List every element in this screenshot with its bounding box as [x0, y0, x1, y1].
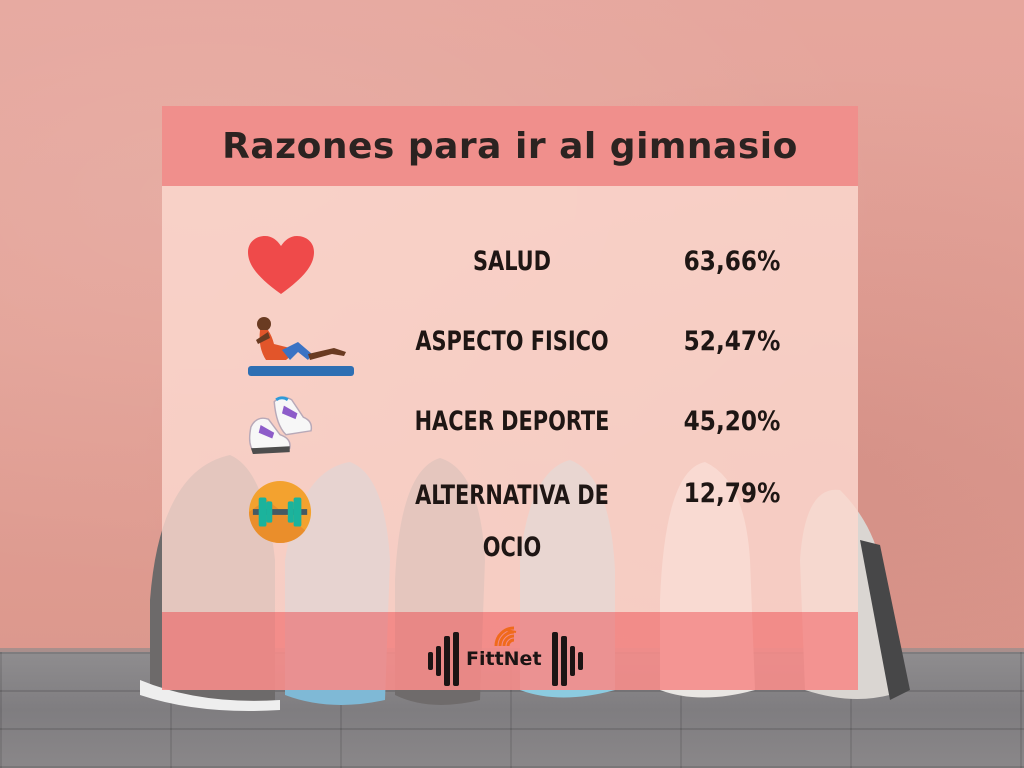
reason-label: ALTERNATIVA DE OCIO: [415, 480, 609, 563]
sneakers-icon: [248, 396, 313, 455]
card-footer: FittNet: [162, 612, 858, 690]
reason-value: 52,47%: [683, 326, 781, 357]
heart-icon: [248, 236, 314, 294]
card-header: Razones para ir al gimnasio: [162, 106, 858, 186]
list-item: SALUD 63,66%: [162, 234, 858, 304]
reasons-list: SALUD 63,66% ASPECTO FISICO 52,47%: [162, 186, 858, 612]
sit-up-person-icon: [248, 317, 354, 376]
page-title: Razones para ir al gimnasio: [222, 125, 798, 167]
dumbbell-icon: [249, 480, 312, 544]
list-item: ALTERNATIVA DE OCIO 12,79%: [162, 476, 858, 586]
reason-label: ASPECTO FISICO: [415, 326, 609, 357]
reason-label: SALUD: [472, 246, 551, 277]
wifi-dumbbell-logo: [428, 626, 583, 686]
reason-value: 45,20%: [683, 406, 781, 437]
list-item: HACER DEPORTE 45,20%: [162, 394, 858, 464]
brand-logo: FittNet: [426, 626, 596, 686]
brand-name: FittNet: [466, 648, 542, 670]
reason-value: 63,66%: [683, 246, 781, 277]
reason-value: 12,79%: [683, 478, 781, 509]
reason-label: HACER DEPORTE: [414, 406, 610, 437]
list-item: ASPECTO FISICO 52,47%: [162, 314, 858, 384]
infographic-card: Razones para ir al gimnasio SALUD 63,66%…: [162, 106, 858, 690]
